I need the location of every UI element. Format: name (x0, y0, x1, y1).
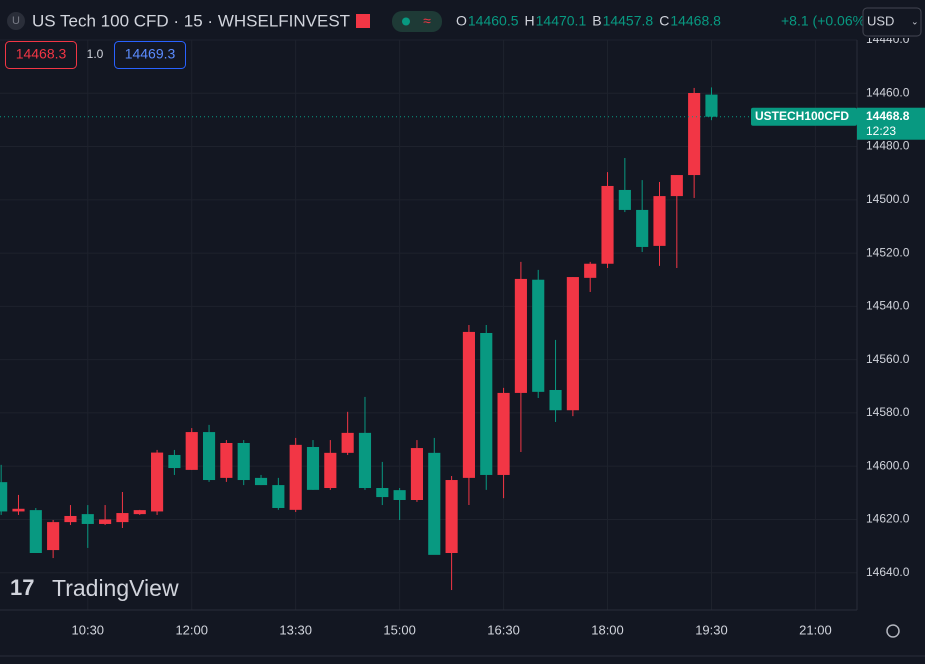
candle-body (497, 392, 510, 475)
currency-caret: ⌄ (911, 16, 919, 26)
symbol-label: USTECH100CFD (755, 109, 849, 123)
price-label-bg (857, 107, 925, 140)
candle-body (99, 519, 112, 524)
y-tick-label: 14620.0 (866, 512, 910, 526)
candle-body (254, 477, 268, 486)
y-tick-label: 14640.0 (866, 565, 910, 579)
candle-body (12, 508, 25, 512)
logo-mark: 17 (10, 575, 34, 600)
y-tick-label: 14460.0 (866, 85, 910, 99)
currency-button[interactable] (862, 7, 922, 37)
candle-body (462, 331, 475, 478)
status-pill[interactable] (392, 11, 442, 32)
candle-body (306, 446, 320, 490)
plot (0, 39, 857, 610)
candle-body (47, 522, 60, 551)
candle-body (272, 485, 285, 508)
sell-price: 14468.3 (16, 46, 67, 62)
candle-body (202, 432, 216, 481)
price-label: 14468.8 (866, 109, 910, 123)
candle-body (601, 185, 614, 264)
x-tick-label: 10:30 (72, 622, 105, 637)
candle-body (133, 510, 146, 515)
candle-body (116, 513, 129, 523)
ohlc-key: B (592, 13, 601, 29)
candle-body (636, 209, 649, 247)
x-tick-label: 16:30 (487, 622, 520, 637)
candle-body (445, 480, 458, 553)
candle-body (0, 482, 8, 512)
candle-body (220, 442, 233, 478)
candle-body (653, 196, 666, 246)
market-flag (356, 14, 370, 28)
x-tick-label: 12:00 (175, 622, 208, 637)
settings-icon[interactable] (886, 624, 900, 638)
y-tick-label: 14560.0 (866, 352, 910, 366)
y-tick-label: 14540.0 (866, 299, 910, 313)
y-tick-label: 14600.0 (866, 458, 910, 472)
candle-body (376, 488, 389, 498)
candle-body (670, 175, 683, 197)
candle-body (428, 452, 441, 555)
ohlc-legend: O 14460.5 H 14470.1 B 14457.8 C 14468.8 (456, 13, 721, 29)
candle-body (81, 514, 94, 524)
buy-price: 14469.3 (125, 46, 176, 62)
x-tick-label: 15:00 (383, 622, 416, 637)
candle-body (358, 432, 372, 489)
ohlc-value: 14470.1 (536, 13, 587, 29)
x-tick-label: 13:30 (279, 622, 312, 637)
symbol-icon-text: U (12, 15, 20, 27)
candle-body (324, 452, 337, 489)
candle-body (29, 510, 42, 553)
sell-button[interactable] (5, 41, 77, 69)
candle-body (237, 442, 250, 481)
status-dot (402, 17, 410, 26)
change: +8.1 (+0.06%) (781, 13, 870, 29)
header-bg (0, 0, 925, 38)
symbol-label-bg (751, 107, 857, 126)
candle-body (549, 389, 562, 411)
candle-body (185, 432, 198, 470)
candle-body (688, 93, 701, 176)
candle-body (532, 279, 545, 392)
ohlc-value: 14468.8 (670, 13, 721, 29)
candle-body (151, 452, 164, 512)
candle-body (289, 444, 302, 510)
candle-body (341, 432, 354, 453)
candle-body (168, 454, 181, 469)
axes: 14440.014460.014480.014500.014520.014540… (72, 32, 925, 637)
x-tick-label: 18:00 (591, 622, 624, 637)
ohlc-value: 14457.8 (603, 13, 654, 29)
candle-body (410, 448, 424, 500)
y-tick-label: 14580.0 (866, 405, 910, 419)
candle-body (618, 189, 631, 210)
currency: USD (867, 13, 894, 28)
ohlc-key: H (525, 13, 535, 29)
candle-body (705, 94, 718, 117)
spread: 1.0 (87, 47, 104, 61)
ohlc-key: O (456, 13, 467, 29)
ohlc-value: 14460.5 (468, 13, 519, 29)
symbol[interactable]: US Tech 100 CFD · 15 · WHSELFINVEST (32, 11, 350, 30)
ohlc-key: C (659, 13, 669, 29)
symbol-icon (7, 12, 25, 30)
y-tick-label: 14480.0 (866, 139, 910, 153)
candle-body (566, 277, 579, 411)
x-tick-label: 19:30 (695, 622, 728, 637)
candle-body (64, 515, 77, 523)
buy-button[interactable] (114, 41, 186, 69)
x-tick-label: 21:00 (799, 622, 832, 637)
candle-body (480, 332, 493, 475)
candle-body (584, 263, 597, 278)
watermark: TradingView (52, 575, 179, 601)
status-icon: ≈ (423, 13, 431, 29)
y-tick-label: 14500.0 (866, 192, 910, 206)
y-tick-label: 14520.0 (866, 245, 910, 259)
candle-body (393, 490, 406, 500)
countdown: 12:23 (866, 124, 896, 138)
candle-body (514, 278, 527, 393)
